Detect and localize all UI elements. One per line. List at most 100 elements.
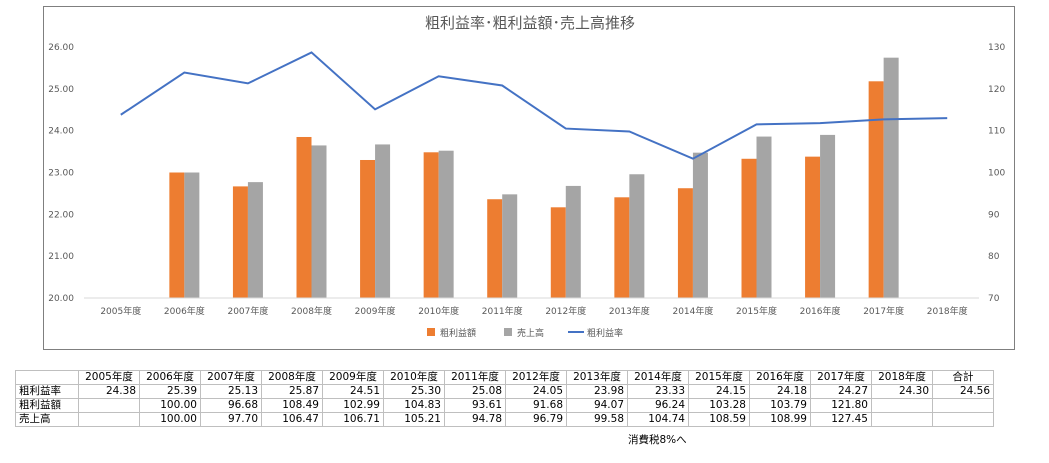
bar-sales <box>820 134 836 298</box>
table-cell: 24.18 <box>749 384 811 399</box>
table-cell <box>78 412 140 427</box>
table-header-cell: 2012年度 <box>505 370 567 385</box>
legend-label: 売上高 <box>517 327 544 339</box>
table-cell: 24.05 <box>505 384 567 399</box>
table-cell: 25.39 <box>139 384 201 399</box>
bar-gross-profit <box>360 159 376 298</box>
table-cell: 25.08 <box>444 384 506 399</box>
table-cell: 106.71 <box>322 412 384 427</box>
table-cell <box>871 412 933 427</box>
category-label: 2006年度 <box>164 305 205 317</box>
bar-gross-profit <box>614 197 630 298</box>
bar-gross-profit <box>677 188 693 298</box>
bar-gross-profit <box>169 172 185 298</box>
table-header-cell: 2009年度 <box>322 370 384 385</box>
table-cell: 24.38 <box>78 384 140 399</box>
table-cell: 24.51 <box>322 384 384 399</box>
table-cell: 108.99 <box>749 412 811 427</box>
table-cell: 103.28 <box>688 398 750 413</box>
table-cell: 106.47 <box>261 412 323 427</box>
category-label: 2012年度 <box>545 305 586 317</box>
table-header-cell: 2008年度 <box>261 370 323 385</box>
right-tick-label: 120 <box>988 85 1005 95</box>
bar-gross-profit <box>741 158 757 298</box>
category-label: 2014年度 <box>672 305 713 317</box>
left-tick-label: 26.00 <box>48 43 74 53</box>
table-cell <box>78 398 140 413</box>
right-tick-label: 70 <box>988 294 1000 304</box>
table-cell: 96.68 <box>200 398 262 413</box>
legend-swatch <box>504 328 512 336</box>
table-cell: 93.61 <box>444 398 506 413</box>
table-cell <box>932 412 994 427</box>
category-label: 2005年度 <box>100 305 141 317</box>
table-header-cell: 2007年度 <box>200 370 262 385</box>
bar-sales <box>502 194 518 298</box>
bar-sales <box>756 136 772 298</box>
table-header-cell: 2017年度 <box>810 370 872 385</box>
table-header-cell: 2016年度 <box>749 370 811 385</box>
table-cell: 99.58 <box>566 412 628 427</box>
left-tick-label: 21.00 <box>48 252 74 262</box>
table-header-cell: 2006年度 <box>139 370 201 385</box>
table-cell: 91.68 <box>505 398 567 413</box>
left-tick-label: 24.00 <box>48 127 74 137</box>
table-cell <box>871 398 933 413</box>
table-header-cell: 2010年度 <box>383 370 445 385</box>
table-cell <box>932 398 994 413</box>
table-cell: 25.87 <box>261 384 323 399</box>
category-label: 2010年度 <box>418 305 459 317</box>
right-tick-label: 130 <box>988 43 1005 53</box>
left-tick-label: 23.00 <box>48 169 74 179</box>
category-label: 2017年度 <box>863 305 904 317</box>
right-axis-ticks: 70 80 90 100 110 120 130 <box>988 43 1005 304</box>
table-row-label: 売上高 <box>15 412 79 427</box>
table-header-cell: 2018年度 <box>871 370 933 385</box>
table-cell: 96.79 <box>505 412 567 427</box>
table-cell: 100.00 <box>139 412 201 427</box>
table-cell: 121.80 <box>810 398 872 413</box>
table-cell: 96.24 <box>627 398 689 413</box>
table-row: 粗利益額 100.00 96.68 108.49 102.99 104.83 93.61 91… <box>15 398 994 413</box>
table-cell: 24.15 <box>688 384 750 399</box>
left-tick-label: 25.00 <box>48 85 74 95</box>
legend-swatch <box>427 328 435 336</box>
category-label: 2018年度 <box>927 305 968 317</box>
table-row-label: 粗利益額 <box>15 398 79 413</box>
table-cell: 23.98 <box>566 384 628 399</box>
table-cell: 24.56 <box>932 384 994 399</box>
table-cell: 94.07 <box>566 398 628 413</box>
table-header-cell: 2005年度 <box>78 370 140 385</box>
category-label: 2009年度 <box>355 305 396 317</box>
bar-sales <box>629 174 645 298</box>
table-cell: 103.79 <box>749 398 811 413</box>
bar-series <box>169 57 899 299</box>
legend-label: 粗利益率 <box>587 327 623 339</box>
table-cell: 102.99 <box>322 398 384 413</box>
table-header-cell: 合計 <box>932 370 994 385</box>
bar-gross-profit <box>550 207 566 298</box>
table-cell: 23.33 <box>627 384 689 399</box>
chart-svg: 粗利益率･粗利益額･売上高推移 20.00 21.00 22.00 23.00 24.0… <box>48 14 1005 339</box>
right-tick-label: 80 <box>988 252 1000 262</box>
bar-sales <box>565 185 581 298</box>
table-header-cell: 2013年度 <box>566 370 628 385</box>
table-header-cell: 2011年度 <box>444 370 506 385</box>
table-header-row: 2005年度 2006年度 2007年度 2008年度 2009年度 2010年度 2011… <box>15 370 994 385</box>
table-cell: 25.30 <box>383 384 445 399</box>
left-tick-label: 22.00 <box>48 210 74 220</box>
bar-gross-profit <box>232 186 248 298</box>
table-header-cell: 2015年度 <box>688 370 750 385</box>
data-table: 2005年度 2006年度 2007年度 2008年度 2009年度 2010年度 2011… <box>15 370 994 427</box>
right-tick-label: 110 <box>988 127 1005 137</box>
bar-gross-profit <box>296 136 312 298</box>
table-corner-cell <box>15 370 79 385</box>
table-cell: 108.59 <box>688 412 750 427</box>
left-axis-ticks: 20.00 21.00 22.00 23.00 24.00 25.00 26.00 <box>48 43 74 304</box>
bar-sales <box>247 182 263 298</box>
table-cell: 104.74 <box>627 412 689 427</box>
bar-gross-profit <box>423 152 439 298</box>
chart-title: 粗利益率･粗利益額･売上高推移 <box>425 14 635 32</box>
table-cell: 104.83 <box>383 398 445 413</box>
bar-sales <box>311 145 327 298</box>
